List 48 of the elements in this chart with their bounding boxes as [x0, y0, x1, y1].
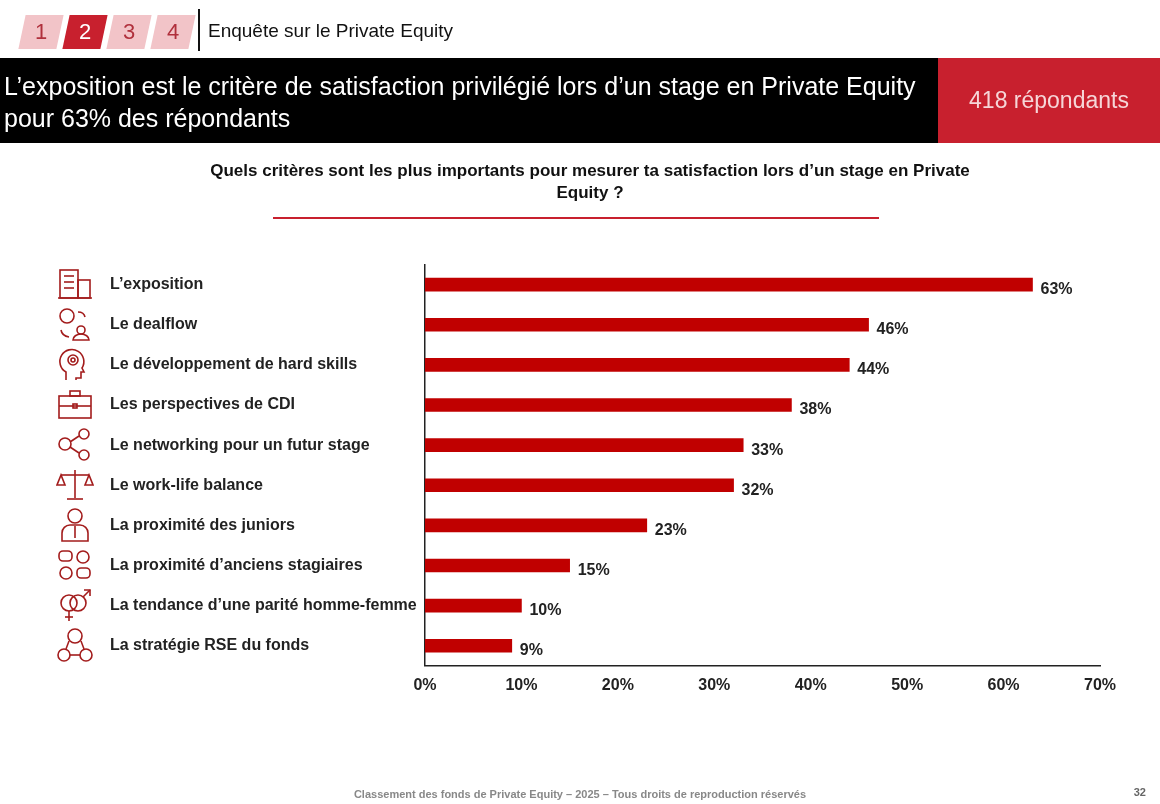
x-tick-label: 40% — [794, 675, 827, 693]
bar — [425, 598, 522, 613]
data-label: 46% — [876, 320, 909, 338]
bar — [425, 277, 1033, 292]
bar — [425, 398, 792, 412]
data-label: 23% — [654, 520, 687, 538]
y-tick-label: Le work-life balance — [110, 475, 264, 493]
data-label: 9% — [519, 641, 543, 659]
x-tick-label: 60% — [987, 675, 1020, 693]
text: 32 — [1133, 786, 1146, 798]
y-tick-label: La proximité d’anciens stagiaires — [110, 555, 363, 573]
y-tick-label: Les perspectives de CDI — [110, 395, 295, 413]
text: 418 répondants — [938, 58, 1160, 143]
data-label: 33% — [751, 440, 784, 458]
x-tick-label: 30% — [698, 675, 731, 693]
bar — [425, 478, 734, 493]
bar — [425, 438, 744, 452]
text: 2 — [78, 19, 92, 45]
y-tick-label: La tendance d’une parité homme-femme — [110, 596, 417, 614]
data-label: 32% — [741, 480, 774, 498]
text: Enquête sur le Private Equity — [208, 20, 454, 42]
y-tick-label: Le dealflow — [110, 315, 198, 333]
x-tick-label: 0% — [413, 675, 437, 693]
bar — [425, 317, 869, 332]
x-tick-label: 50% — [891, 675, 924, 693]
chart-subtitle: Quels critères sont les plus importants pour mesurer ta satisfaction lors d’un stage en Private Equity ? — [209, 160, 971, 204]
text: 1 — [34, 19, 48, 45]
y-tick-label: La stratégie RSE du fonds — [110, 636, 310, 654]
bar — [425, 518, 648, 533]
data-label: 44% — [857, 360, 890, 378]
x-tick-label: 70% — [1083, 675, 1117, 693]
y-tick-label: L’exposition — [110, 275, 204, 293]
data-label: 10% — [529, 601, 562, 619]
x-tick-label: 20% — [601, 675, 634, 693]
y-tick-label: Le développement de hard skills — [110, 355, 358, 373]
text: 4 — [166, 19, 180, 45]
text: 3 — [122, 19, 136, 45]
data-label: 15% — [577, 560, 610, 578]
data-label: 38% — [799, 400, 832, 418]
text: Classement des fonds de Private Equity – 2025 – Tous droits de reproduction réservés — [353, 788, 807, 800]
y-tick-label: Le networking pour un futur stage — [110, 435, 370, 453]
bar — [425, 638, 513, 653]
chart-title: L’exposition est le critère de satisfaction privilégié lors d’un stage en Private Equity pour 63% des répondants — [0, 58, 938, 143]
x-tick-label: 10% — [505, 675, 538, 693]
bar — [425, 558, 570, 573]
y-tick-label: La proximité des juniors — [110, 515, 296, 533]
bar — [425, 358, 850, 372]
data-label: 63% — [1040, 280, 1073, 298]
